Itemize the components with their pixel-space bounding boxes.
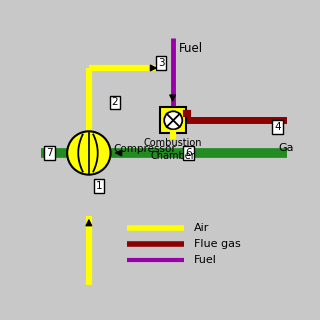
Text: Flue gas: Flue gas — [194, 239, 240, 249]
Text: Ga: Ga — [279, 143, 294, 153]
Circle shape — [67, 131, 110, 175]
Text: 7: 7 — [46, 148, 53, 158]
Text: 4: 4 — [274, 122, 281, 132]
Bar — [160, 108, 186, 133]
Text: Fuel: Fuel — [194, 255, 216, 265]
Text: Fuel: Fuel — [179, 42, 203, 55]
Text: 1: 1 — [95, 181, 102, 191]
Circle shape — [164, 111, 182, 129]
Text: 6: 6 — [185, 148, 192, 158]
Text: Compressor: Compressor — [114, 144, 176, 154]
Text: Air: Air — [194, 223, 209, 233]
Text: 3: 3 — [158, 58, 164, 68]
Text: 2: 2 — [111, 98, 118, 108]
Text: Combustion
Chamber: Combustion Chamber — [144, 138, 202, 161]
